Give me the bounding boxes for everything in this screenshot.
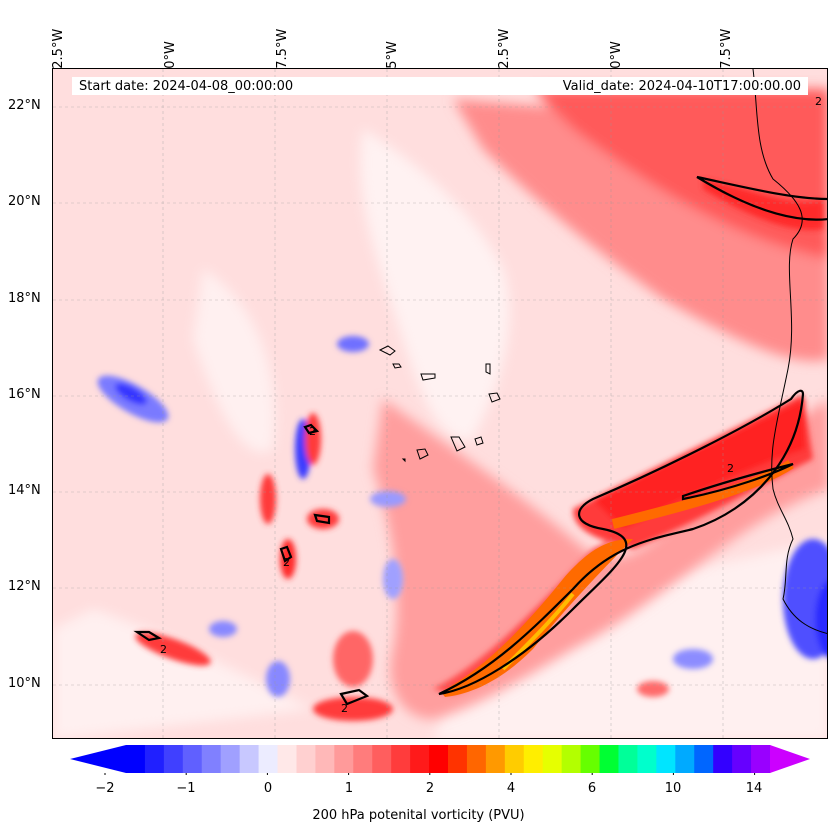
colorbar-cell (618, 745, 638, 773)
colorbar-cell (163, 745, 184, 773)
colorbar-tick-label: 1 (344, 781, 354, 796)
colorbar-cell (542, 745, 563, 773)
colorbar-cell (713, 745, 733, 773)
colorbar-cell (694, 745, 714, 773)
colorbar-cell (448, 745, 468, 773)
lat-label-22n: 22°N (8, 98, 41, 113)
colorbar-cell (675, 745, 695, 773)
colorbar-cell (429, 745, 449, 773)
start-date-label: Start date: 2024-04-08_00:00:00 (79, 78, 294, 94)
colorbar-tick-label: 6 (587, 781, 597, 796)
pv-field: 2 2 2 2 2 2 (53, 69, 827, 738)
colorbar-tick-label: 4 (506, 781, 516, 796)
colorbar-cell (523, 745, 544, 773)
colorbar-cell (201, 745, 222, 773)
pv-contour-label: 2 (727, 462, 734, 475)
colorbar-cell (751, 745, 771, 773)
lat-label-10n: 10°N (8, 676, 41, 691)
colorbar-cell (277, 745, 297, 773)
pv-contour-label: 2 (309, 425, 316, 438)
colorbar-cell (372, 745, 392, 773)
colorbar-cell (353, 745, 373, 773)
lat-label-12n: 12°N (8, 579, 41, 594)
lat-label-16n: 16°N (8, 387, 41, 402)
colorbar-tick-label: 10 (664, 781, 682, 796)
colorbar-cell (334, 745, 354, 773)
colorbar-cell (637, 745, 657, 773)
colorbar (70, 745, 810, 775)
pv-contour-label: 2 (341, 702, 348, 715)
colorbar-cell (656, 745, 676, 773)
colorbar-tick-label: 14 (745, 781, 763, 796)
colorbar-tick-label: 2 (425, 781, 435, 796)
colorbar-cell (485, 745, 506, 773)
colorbar-tick-label: −2 (95, 781, 115, 796)
colorbar-cell (239, 745, 260, 773)
colorbar-cell (580, 745, 601, 773)
colorbar-cell (561, 745, 582, 773)
colorbar-tick-label: −1 (176, 781, 196, 796)
colorbar-min-arrow (70, 745, 126, 773)
colorbar-cell (296, 745, 316, 773)
lat-label-14n: 14°N (8, 483, 41, 498)
colorbar-tick-label: 0 (263, 781, 273, 796)
colorbar-cell (258, 745, 279, 773)
lat-label-18n: 18°N (8, 291, 41, 306)
pv-contour-label: 2 (160, 643, 167, 656)
valid-date-label: Valid_date: 2024-04-10T17:00:00.00 (562, 78, 801, 94)
colorbar-cell (144, 745, 165, 773)
colorbar-cell (315, 745, 335, 773)
colorbar-cell (220, 745, 241, 773)
colorbar-cell (410, 745, 430, 773)
pv-map-panel: 2 2 2 2 2 2 (52, 68, 828, 739)
colorbar-cell (732, 745, 752, 773)
pv-contour-label: 2 (283, 556, 290, 569)
colorbar-cell (504, 745, 525, 773)
colorbar-cell (126, 745, 146, 773)
colorbar-cell (599, 745, 619, 773)
colorbar-cell (466, 745, 487, 773)
map-info-bar: Start date: 2024-04-08_00:00:00 Valid_da… (72, 77, 808, 95)
colorbar-max-arrow (770, 745, 810, 773)
colorbar-title: 200 hPa potenital vorticity (PVU) (312, 808, 525, 823)
pv-contour-label: 2 (815, 95, 822, 108)
lat-label-20n: 20°N (8, 194, 41, 209)
colorbar-cell (391, 745, 411, 773)
colorbar-cell (182, 745, 203, 773)
